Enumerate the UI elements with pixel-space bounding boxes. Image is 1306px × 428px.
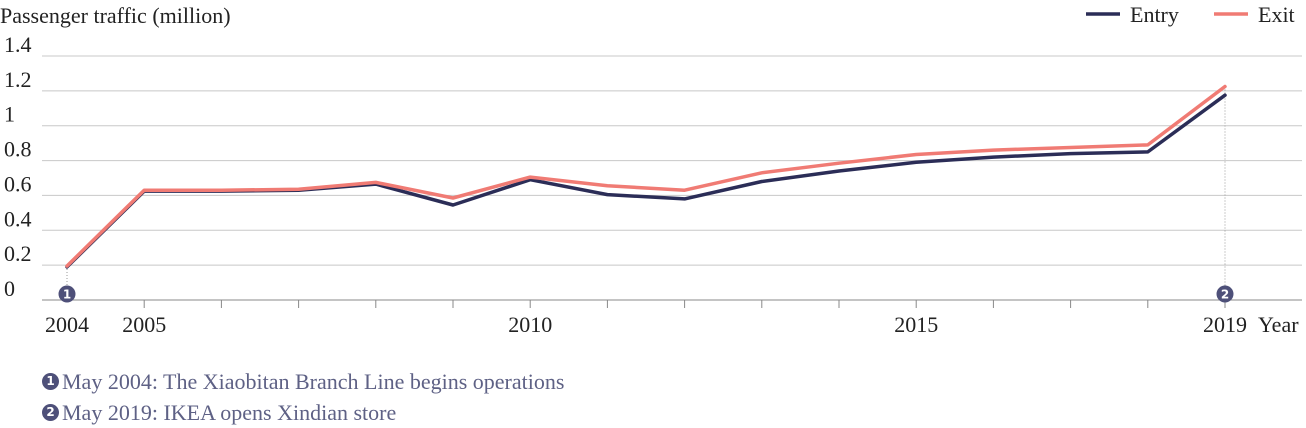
footnote-2: 2 May 2019: IKEA opens Xindian store — [42, 397, 564, 428]
series-line-exit — [65, 84, 1227, 268]
x-tick-label-2015: 2015 — [894, 312, 938, 337]
x-tick-label-2005: 2005 — [122, 312, 166, 337]
footnote-text-1: May 2004: The Xiaobitan Branch Line begi… — [62, 369, 565, 394]
legend-label-entry: Entry — [1130, 2, 1179, 27]
x-tick-label-2019: 2019 — [1203, 312, 1247, 337]
legend-label-exit: Exit — [1258, 2, 1295, 27]
annotation-marker-1 — [58, 285, 76, 303]
y-axis-ticks: 0 0.2 0.4 0.6 0.8 1 1.2 1.4 — [4, 32, 32, 301]
footnote-1: 1 May 2004: The Xiaobitan Branch Line be… — [42, 366, 564, 397]
gridlines — [42, 55, 1302, 301]
footnote-marker-2: 2 — [42, 404, 59, 421]
y-tick-label-2: 0.4 — [4, 206, 32, 231]
annotation-marker-2 — [1216, 285, 1234, 303]
y-tick-label-6: 1.2 — [4, 67, 32, 92]
y-tick-label-5: 1 — [4, 102, 15, 127]
x-axis-label: Year — [1258, 312, 1299, 337]
x-tick-label-2004: 2004 — [45, 312, 89, 337]
x-tick-label-2010: 2010 — [508, 312, 552, 337]
series-lines — [65, 84, 1227, 269]
series-line-entry — [65, 93, 1227, 269]
y-tick-label-7: 1.4 — [4, 32, 32, 57]
annotation-guides — [66, 86, 1226, 300]
annotation-marker-label-1: 1 — [63, 288, 71, 302]
y-tick-label-4: 0.8 — [4, 137, 32, 162]
footnote-marker-1: 1 — [42, 373, 59, 390]
x-axis-ticks: 2004 2005 2010 2015 2019 — [45, 300, 1247, 337]
legend: Entry Exit — [1086, 2, 1295, 27]
footnotes: 1 May 2004: The Xiaobitan Branch Line be… — [42, 366, 564, 428]
annotation-marker-label-2: 2 — [1221, 288, 1229, 302]
y-tick-label-3: 0.6 — [4, 171, 32, 196]
y-tick-label-1: 0.2 — [4, 241, 32, 266]
chart-title: Passenger traffic (million) — [0, 3, 231, 28]
footnote-text-2: May 2019: IKEA opens Xindian store — [62, 400, 397, 425]
y-tick-label-0: 0 — [4, 276, 15, 301]
